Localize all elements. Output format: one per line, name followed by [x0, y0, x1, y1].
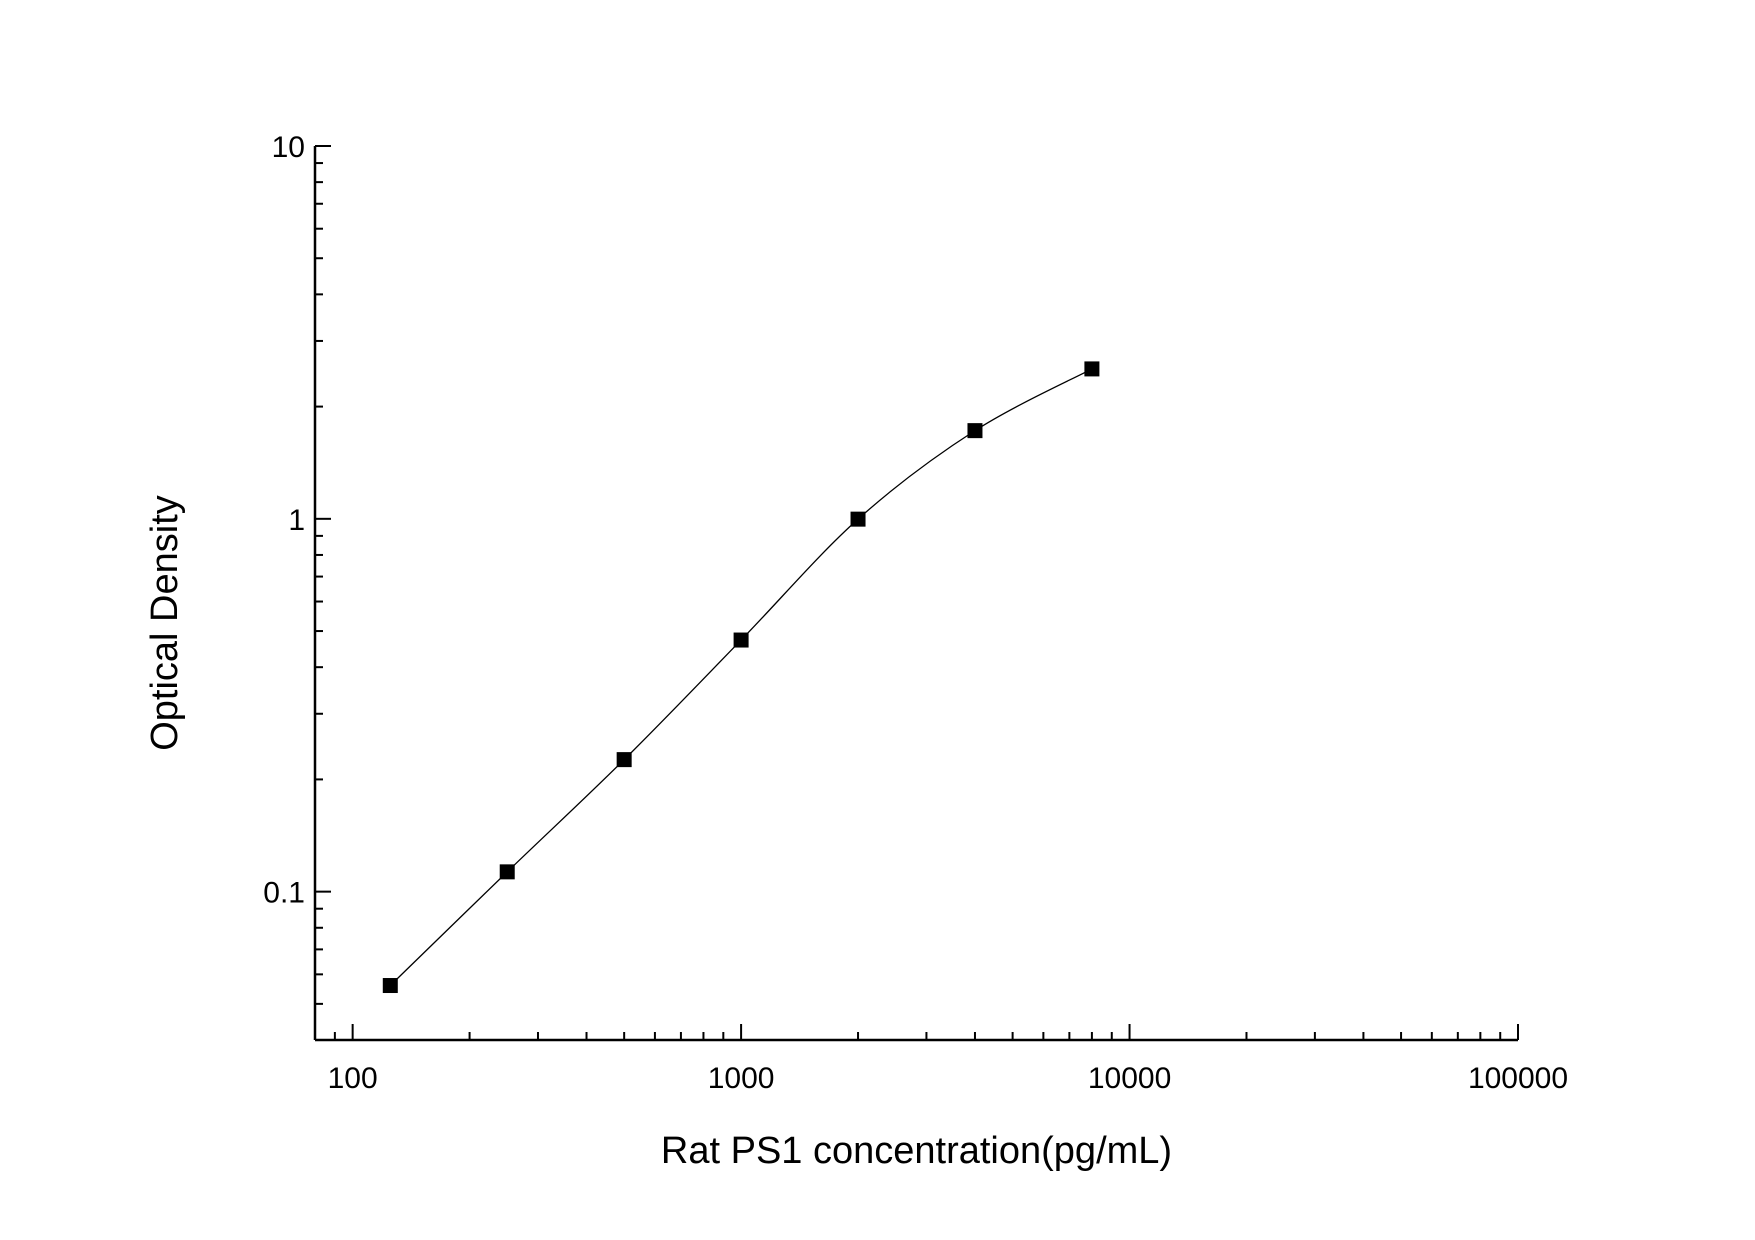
- x-axis-title: Rat PS1 concentration(pg/mL): [661, 1130, 1172, 1172]
- fit-curve: [389, 368, 1093, 986]
- x-tick-label: 100000: [1468, 1062, 1568, 1095]
- tick-labels: 100 1000 10000 100000 0.1 1 10: [263, 131, 1568, 1095]
- x-tick-label: 10000: [1088, 1062, 1171, 1095]
- y-axis-title: Optical Density: [144, 495, 186, 751]
- data-point: [499, 864, 515, 880]
- y-tick-label: 1: [288, 504, 305, 537]
- data-point: [733, 632, 749, 648]
- y-tick-label: 10: [272, 131, 305, 164]
- data-point: [1084, 361, 1100, 377]
- data-point: [967, 423, 983, 439]
- data-markers: [382, 361, 1100, 994]
- minor-ticks: [314, 162, 1502, 1041]
- major-ticks: [315, 145, 1519, 1040]
- x-tick-label: 100: [328, 1062, 378, 1095]
- data-point: [850, 511, 866, 527]
- y-tick-label: 0.1: [263, 877, 305, 910]
- data-point: [616, 752, 632, 768]
- x-tick-label: 1000: [708, 1062, 775, 1095]
- data-point: [382, 978, 398, 994]
